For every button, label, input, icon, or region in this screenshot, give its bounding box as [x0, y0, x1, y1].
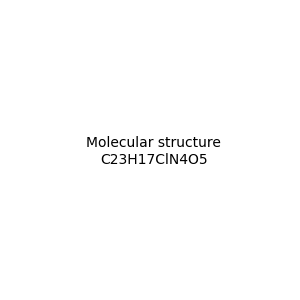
- Text: Molecular structure
C23H17ClN4O5: Molecular structure C23H17ClN4O5: [86, 136, 221, 166]
